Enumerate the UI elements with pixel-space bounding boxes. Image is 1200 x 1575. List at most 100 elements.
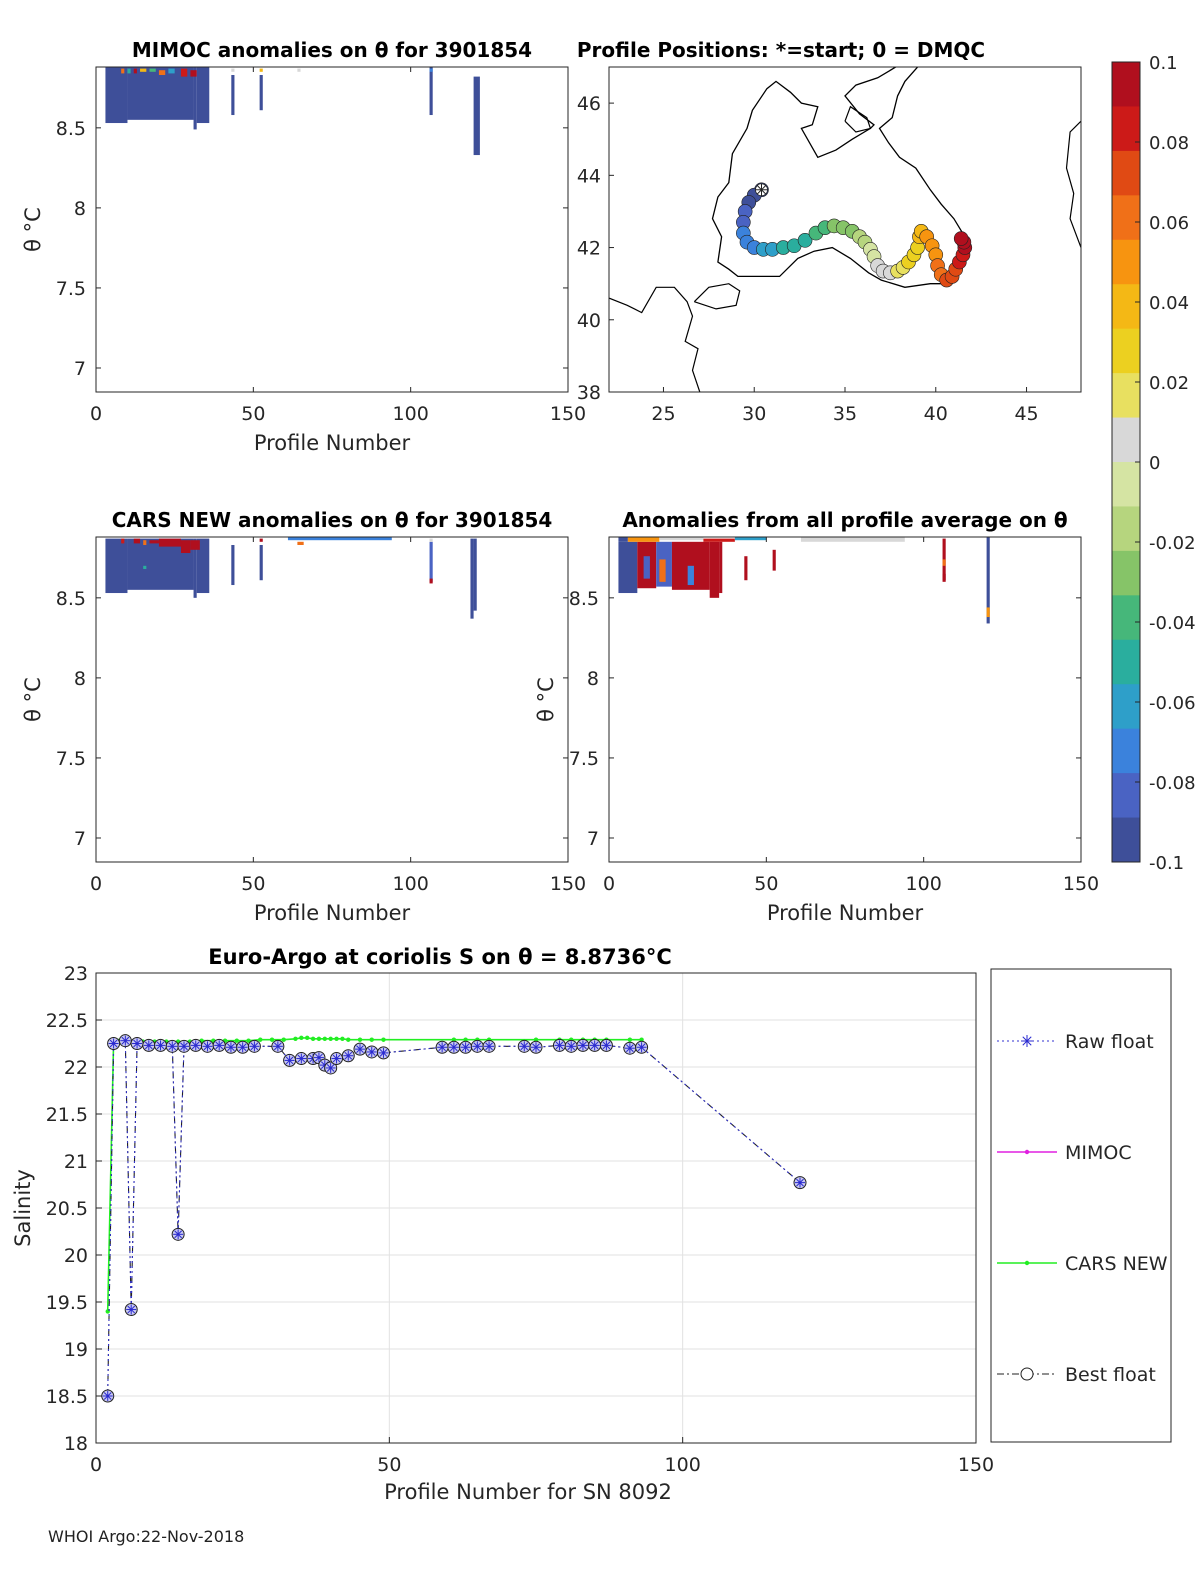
- heatmap-patch: [140, 68, 147, 72]
- raw-float-star: [297, 1054, 306, 1063]
- y-tick-label: 7: [74, 358, 86, 380]
- heatmap-patch: [158, 70, 166, 76]
- start-marker: [755, 183, 768, 197]
- raw-float-star: [379, 1049, 388, 1057]
- y-tick-label: 7.5: [56, 278, 86, 300]
- raw-float-star: [127, 1305, 136, 1314]
- colorbar-tick-label: 0.1: [1149, 53, 1178, 74]
- y-tick-label: 8: [74, 198, 86, 220]
- raw-float-star: [344, 1051, 353, 1060]
- raw-float-star: [637, 1043, 646, 1052]
- cars-point: [299, 1035, 304, 1041]
- raw-float-star: [180, 1042, 188, 1051]
- x-tick-label: 150: [958, 1454, 994, 1476]
- heatmap-column: [193, 538, 197, 598]
- x-tick-label: 50: [241, 873, 265, 895]
- colorbar-segment: [1112, 328, 1140, 374]
- raw-float-star: [227, 1043, 235, 1052]
- legend: Raw float MIMOC CARS NEW Best float: [990, 968, 1172, 1443]
- raw-float-star: [461, 1043, 470, 1052]
- heatmap-column: [744, 556, 748, 581]
- heatmap-patch: [627, 537, 660, 542]
- legend-box: [990, 968, 1172, 1443]
- heatmap-patch: [180, 68, 188, 77]
- heatmap-patch: [942, 573, 946, 582]
- y-tick-label: 7.5: [56, 748, 86, 770]
- heatmap-patch: [643, 556, 650, 579]
- panel-title: MIMOC anomalies on θ for 3901854: [132, 38, 532, 62]
- y-tick-label: 46: [577, 93, 601, 115]
- axes-box: [95, 536, 569, 863]
- heatmap-patch: [149, 540, 159, 544]
- heatmap-column: [105, 67, 128, 124]
- x-tick-label: 100: [665, 1454, 701, 1476]
- colorbar: 0.1 0.08 0.06 0.04 0.02 0 -0.02 -0.04 -0.06 -0.08…: [1111, 53, 1196, 874]
- legend-item: Best float: [997, 1364, 1156, 1386]
- colorbar-tick-label: -0.1: [1149, 853, 1184, 874]
- x-tick-label: 50: [377, 1454, 401, 1476]
- cars-point: [369, 1037, 374, 1042]
- legend-label: MIMOC: [1065, 1142, 1132, 1164]
- colorbar-segment: [1112, 195, 1140, 241]
- heatmap-patch: [231, 68, 235, 72]
- y-tick-label: 8: [74, 668, 86, 690]
- x-tick-label: 0: [90, 1454, 102, 1476]
- y-tick-label: 20: [64, 1245, 88, 1267]
- heatmap-patch: [133, 68, 137, 74]
- heatmap-patch: [133, 538, 141, 544]
- raw-float-star: [520, 1042, 529, 1051]
- cars-point: [334, 1036, 339, 1042]
- x-tick-label: 0: [90, 873, 102, 895]
- y-tick-label: 42: [577, 238, 601, 260]
- marmara-coast: [693, 283, 741, 310]
- heatmap-patch: [297, 541, 304, 546]
- raw-float-star: [367, 1048, 376, 1056]
- x-tick-label: 40: [924, 403, 948, 425]
- y-tick-label: 22: [64, 1057, 88, 1079]
- heatmap-patch: [986, 607, 990, 618]
- cars-point: [305, 1035, 310, 1041]
- heatmap-column: [719, 541, 723, 594]
- heatmap-column: [618, 541, 638, 594]
- raw-float-star: [273, 1042, 282, 1051]
- x-tick-label: 150: [550, 403, 586, 425]
- coastline-inner: [844, 105, 872, 133]
- colorbar-tick-label: -0.08: [1149, 773, 1196, 794]
- heatmap-patch: [127, 68, 131, 74]
- y-tick-label: 19.5: [46, 1292, 88, 1314]
- raw-float-star: [203, 1042, 212, 1051]
- y-tick-label: 7.5: [569, 748, 599, 770]
- colorbar-segment: [1112, 773, 1140, 819]
- x-tick-label: 50: [241, 403, 265, 425]
- legend-label: Raw float: [1065, 1031, 1154, 1053]
- x-tick-label: 100: [906, 873, 942, 895]
- heatmap-patch: [149, 68, 156, 72]
- heatmap-patch: [703, 538, 735, 542]
- colorbar-segment: [1112, 373, 1140, 419]
- axes-box: [95, 66, 569, 393]
- raw-float-star: [285, 1056, 294, 1065]
- colorbar-segment: [1112, 239, 1140, 285]
- x-tick-label: 30: [742, 403, 766, 425]
- raw-float-star: [238, 1043, 247, 1052]
- panel-title: Euro-Argo at coriolis S on θ = 8.8736°C: [208, 945, 671, 969]
- x-tick-label: 50: [754, 873, 778, 895]
- colorbar-tick-label: 0.06: [1149, 213, 1189, 234]
- heatmap-patch: [297, 68, 301, 72]
- raw-float-star: [144, 1041, 153, 1050]
- colorbar-segment: [1112, 417, 1140, 463]
- y-axis-label: θ °C: [21, 677, 45, 722]
- raw-float-star: [156, 1041, 165, 1050]
- colorbar-tick-label: -0.02: [1149, 533, 1196, 554]
- heatmap-patch: [121, 68, 125, 74]
- legend-label: Best float: [1065, 1364, 1156, 1386]
- heatmap-patch: [942, 559, 946, 566]
- x-axis-label: Profile Number: [254, 431, 411, 455]
- y-tick-label: 7: [587, 828, 599, 850]
- caspian-coast: [1065, 120, 1081, 248]
- colorbar-tick-label: 0: [1149, 453, 1160, 474]
- colorbar-segment: [1112, 595, 1140, 641]
- y-tick-label: 21.5: [46, 1104, 88, 1126]
- heatmap-column: [105, 538, 128, 594]
- heatmap-column: [800, 537, 905, 542]
